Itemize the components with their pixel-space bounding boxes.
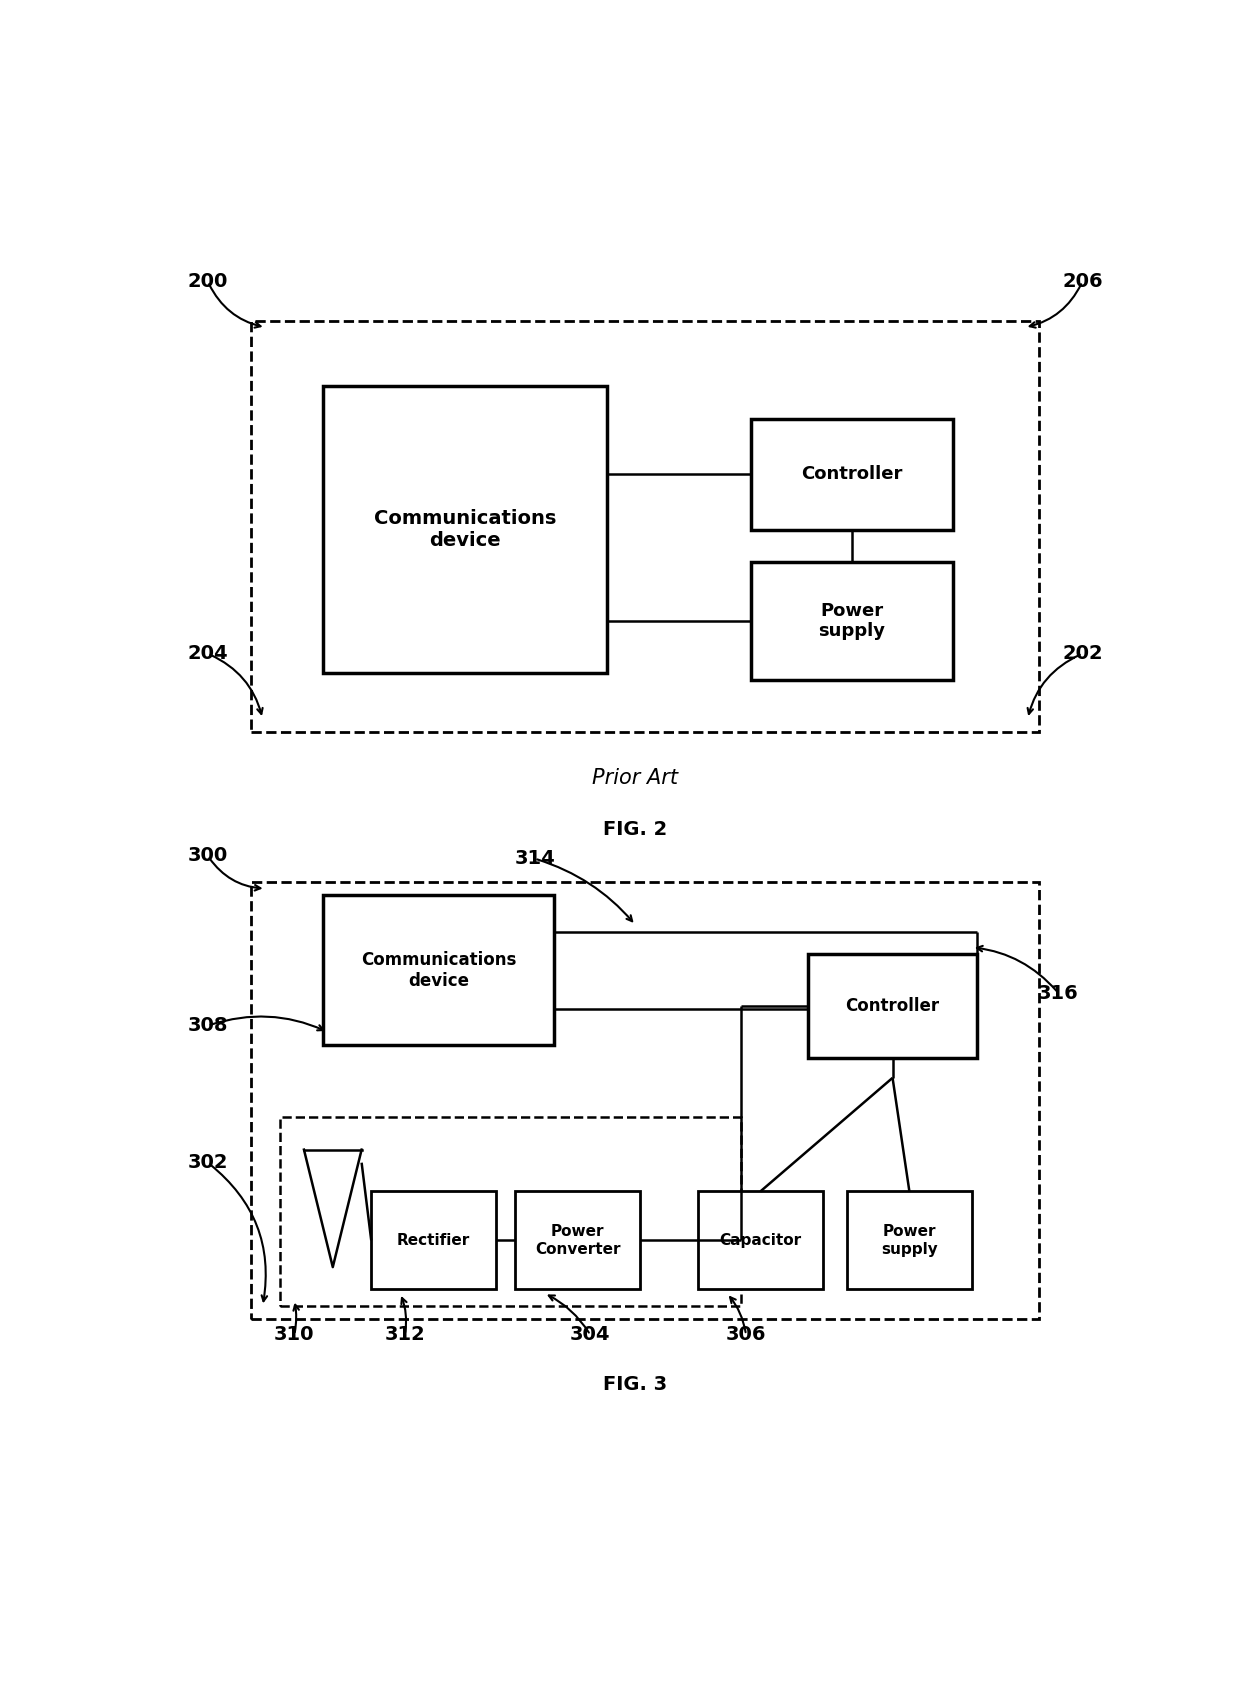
Text: 308: 308 bbox=[187, 1015, 228, 1036]
Bar bbox=[371, 1192, 496, 1290]
Text: 316: 316 bbox=[1038, 983, 1079, 1002]
Bar bbox=[324, 895, 554, 1046]
Bar bbox=[808, 954, 977, 1058]
Text: 314: 314 bbox=[515, 849, 556, 868]
Text: Communications
device: Communications device bbox=[361, 951, 516, 990]
Text: 304: 304 bbox=[570, 1325, 610, 1344]
Bar bbox=[516, 1192, 640, 1290]
Text: Rectifier: Rectifier bbox=[397, 1232, 470, 1248]
Text: 300: 300 bbox=[187, 846, 228, 866]
Bar bbox=[250, 881, 1039, 1319]
Text: 206: 206 bbox=[1061, 273, 1102, 292]
Text: 204: 204 bbox=[187, 644, 228, 663]
Bar bbox=[847, 1192, 972, 1290]
Text: 306: 306 bbox=[725, 1325, 766, 1344]
Text: 200: 200 bbox=[187, 273, 228, 292]
Bar bbox=[280, 1117, 742, 1307]
Bar bbox=[698, 1192, 823, 1290]
Text: 312: 312 bbox=[384, 1325, 425, 1344]
Text: Controller: Controller bbox=[801, 464, 903, 483]
Text: Prior Art: Prior Art bbox=[593, 768, 678, 788]
Text: FIG. 3: FIG. 3 bbox=[604, 1375, 667, 1393]
Bar bbox=[324, 386, 606, 673]
Text: Power
supply: Power supply bbox=[880, 1224, 937, 1256]
Text: Power
supply: Power supply bbox=[818, 602, 885, 641]
Bar bbox=[751, 563, 952, 680]
Text: 202: 202 bbox=[1061, 644, 1102, 663]
Text: Capacitor: Capacitor bbox=[719, 1232, 801, 1248]
Text: FIG. 2: FIG. 2 bbox=[604, 820, 667, 839]
Text: Controller: Controller bbox=[846, 997, 940, 1015]
Text: 302: 302 bbox=[187, 1153, 228, 1173]
Text: 310: 310 bbox=[274, 1325, 315, 1344]
Bar bbox=[250, 320, 1039, 732]
Text: Communications
device: Communications device bbox=[373, 508, 556, 551]
Text: Power
Converter: Power Converter bbox=[536, 1224, 620, 1256]
Bar bbox=[751, 419, 952, 529]
